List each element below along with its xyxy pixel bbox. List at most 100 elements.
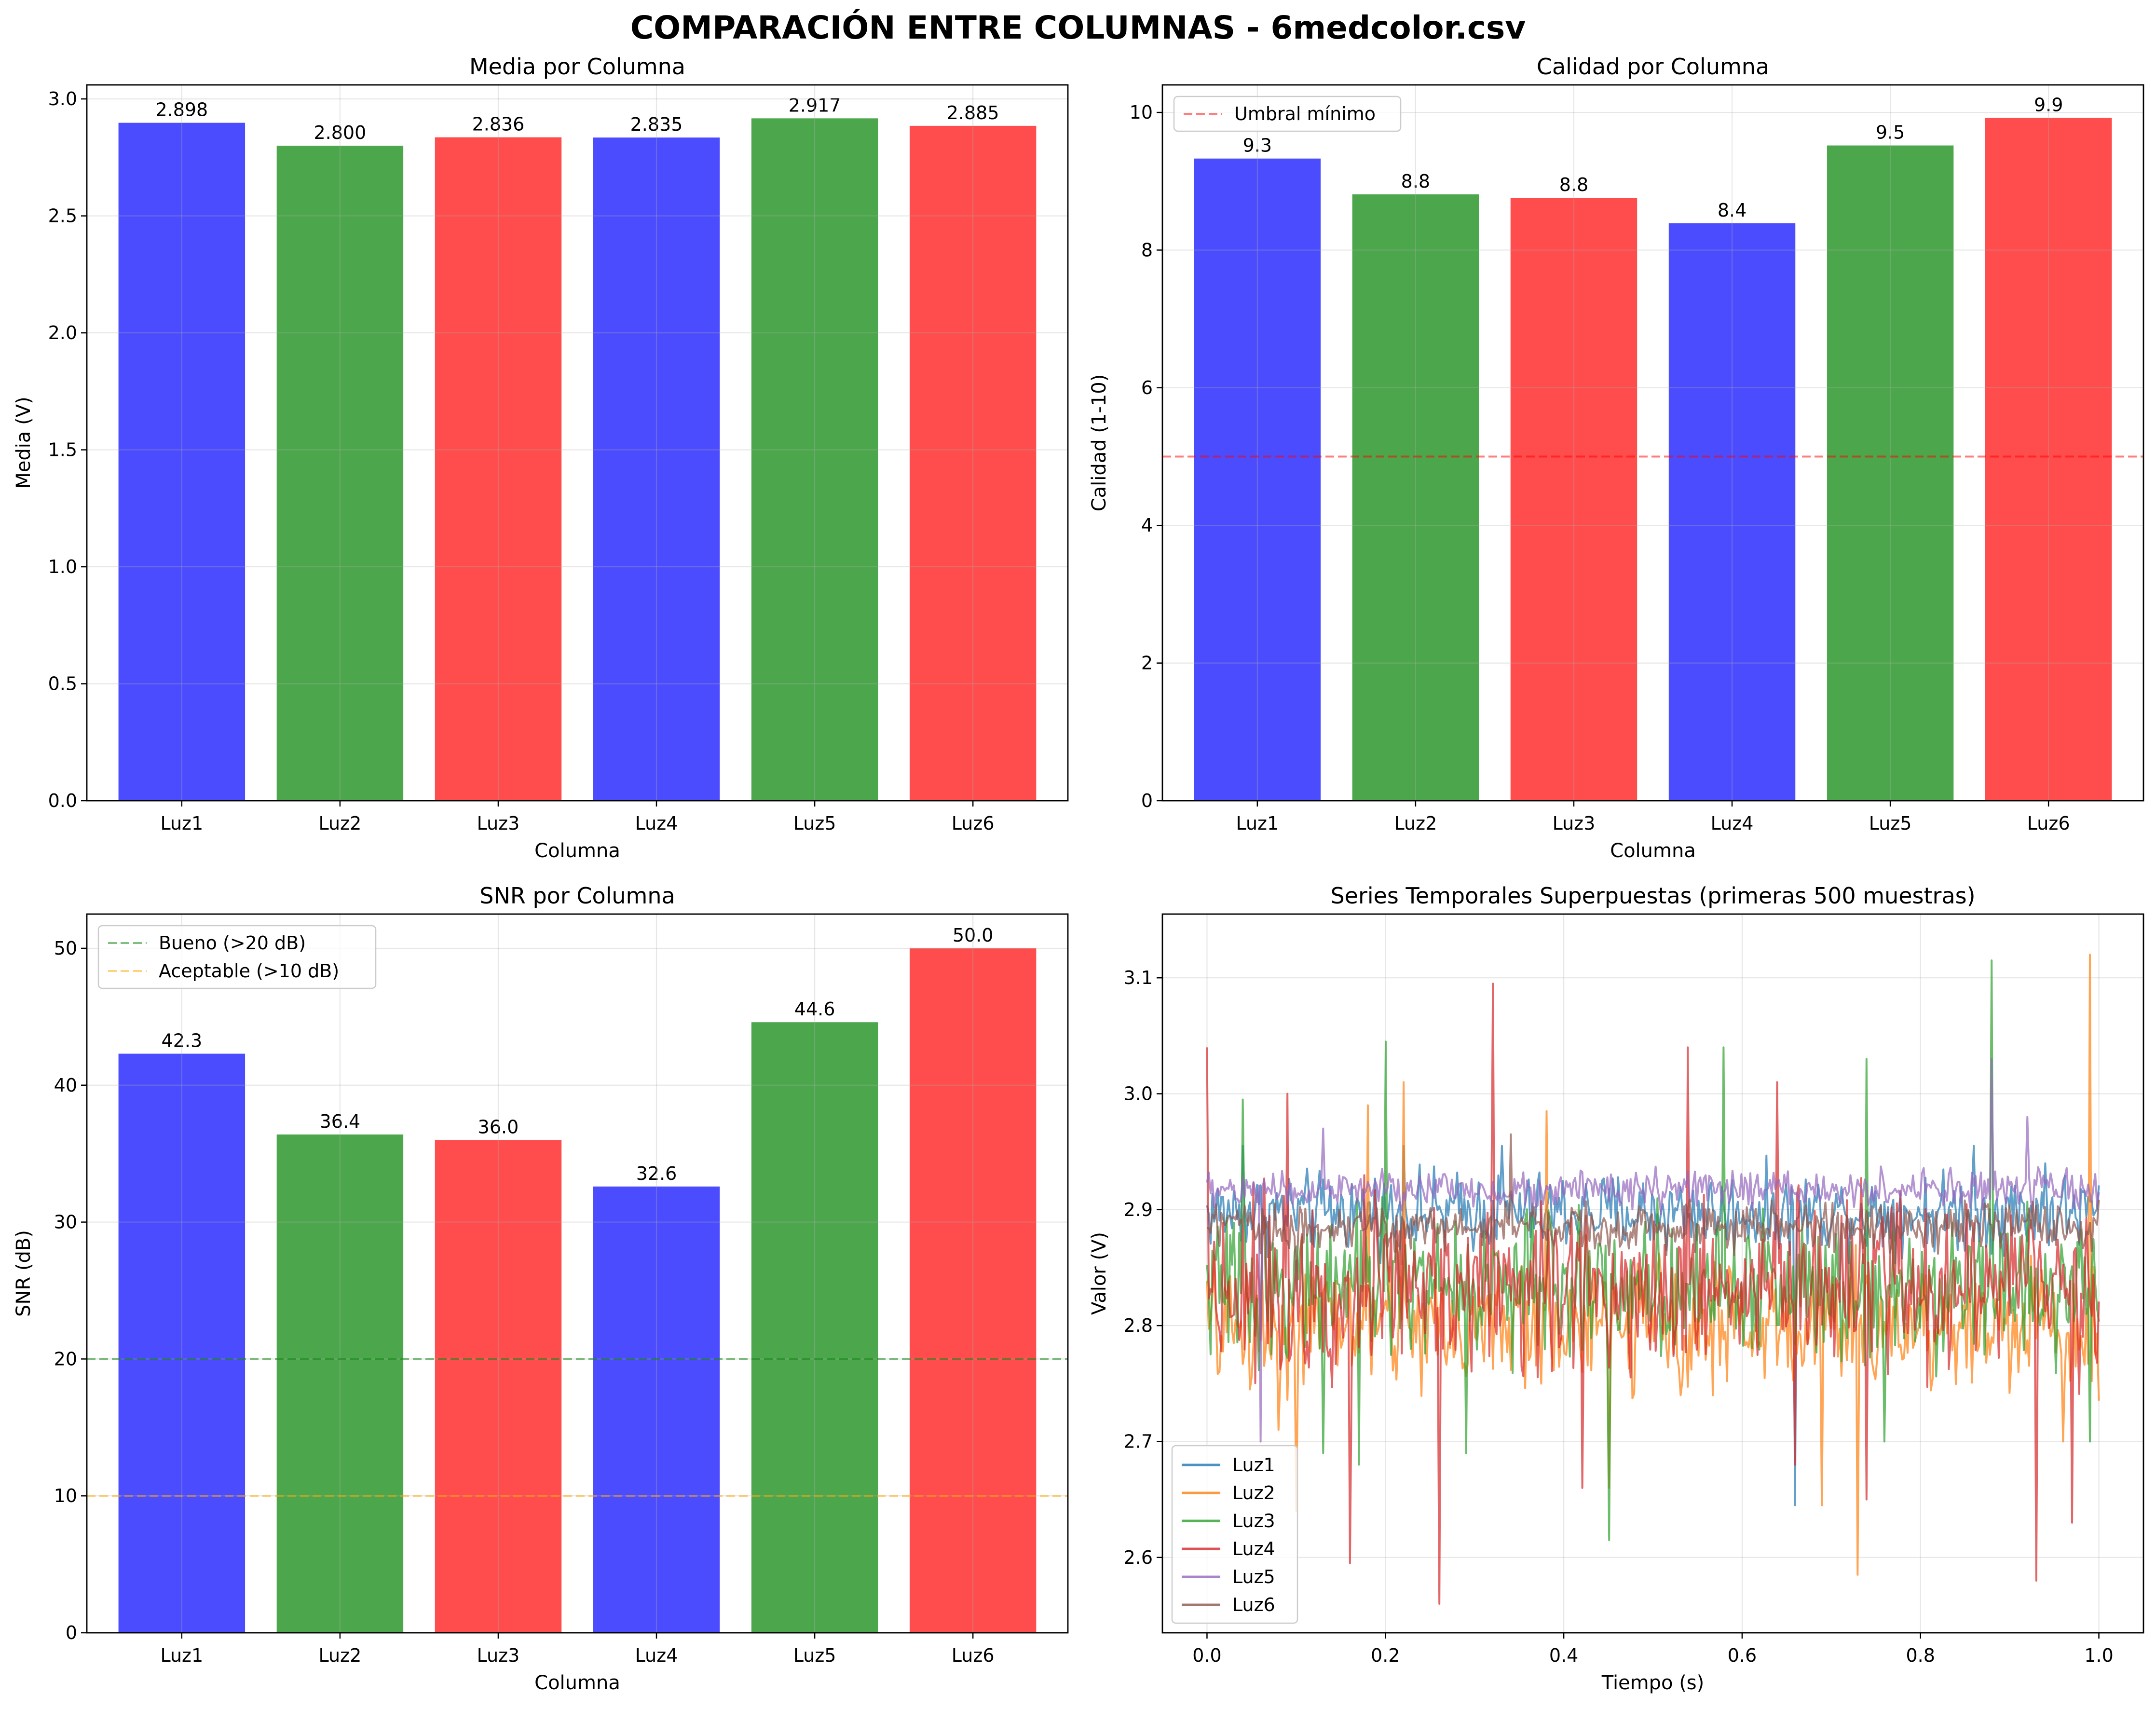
y-tick-label: 1.5 [48, 439, 77, 461]
y-tick-label: 0 [66, 1622, 77, 1643]
bar-Luz2 [276, 146, 404, 801]
legend: Luz1 Luz2 Luz3 Luz4 Luz5 Luz6 [1171, 1445, 1298, 1624]
legend-frame [97, 925, 377, 989]
chart-title: SNR por Columna [479, 883, 675, 909]
y-tick-label: 0 [1141, 790, 1153, 811]
chart-4: Series Temporales Superpuestas (primeras… [1088, 883, 2144, 1694]
y-tick-label: 2.7 [1124, 1431, 1153, 1452]
bar-Luz2 [1352, 194, 1479, 801]
x-tick-label: Luz4 [635, 1645, 678, 1666]
bar-Luz1 [118, 1053, 246, 1633]
bar-Luz3 [435, 137, 562, 801]
y-tick-label: 3.1 [1124, 967, 1153, 988]
y-tick-label: 3.0 [1124, 1083, 1153, 1105]
bar-Luz1 [118, 123, 246, 801]
bar-Luz5 [751, 1022, 878, 1633]
y-tick-label: 10 [54, 1485, 77, 1506]
bar-value-label: 2.836 [472, 114, 525, 135]
y-tick-label: 0.0 [48, 790, 77, 811]
x-tick-label: Luz5 [793, 813, 836, 834]
bar-value-label: 2.885 [947, 102, 999, 123]
x-tick-label: Luz3 [477, 1645, 520, 1666]
x-tick-label: 1.0 [2084, 1645, 2113, 1666]
bar-Luz1 [1194, 158, 1321, 801]
chart-title: Media por Columna [469, 54, 685, 80]
figure-title: COMPARACIÓN ENTRE COLUMNAS - 6medcolor.c… [630, 9, 1526, 46]
y-tick-label: 8 [1141, 239, 1153, 260]
x-tick-label: Luz3 [1553, 813, 1596, 834]
y-tick-label: 30 [54, 1212, 77, 1233]
legend-label: Luz3 [1232, 1510, 1275, 1531]
x-tick-label: Luz1 [1236, 813, 1279, 834]
y-tick-label: 2.9 [1124, 1199, 1153, 1220]
y-tick-label: 2.0 [48, 322, 77, 343]
bar-value-label: 44.6 [794, 998, 835, 1020]
y-axis-label: Valor (V) [1088, 1232, 1110, 1315]
legend-label: Luz5 [1232, 1566, 1275, 1587]
x-tick-label: Luz4 [635, 813, 678, 834]
x-tick-label: Luz6 [952, 813, 995, 834]
legend: Bueno (>20 dB) Aceptable (>10 dB) [97, 925, 377, 989]
series-line-Luz1 [1206, 1145, 2100, 1506]
bar-Luz4 [593, 1186, 720, 1633]
x-tick-label: Luz1 [160, 1645, 203, 1666]
bar-value-label: 32.6 [636, 1163, 677, 1184]
chart-1: Media por Columna 2.898 2.800 2.836 2.835 2.9… [13, 54, 1069, 862]
series-line-Luz6 [1207, 1133, 2100, 1292]
legend-label: Aceptable (>10 dB) [159, 960, 339, 982]
legend-frame [1171, 1445, 1298, 1624]
x-axis-label: Tiempo (s) [1601, 1672, 1705, 1694]
y-axis-label: Media (V) [13, 396, 35, 489]
y-axis-label: SNR (dB) [13, 1230, 35, 1317]
bar-value-label: 9.3 [1243, 135, 1272, 156]
axes-frame [1161, 84, 2144, 802]
bar-value-label: 50.0 [953, 925, 994, 946]
bar-value-label: 9.9 [2034, 94, 2063, 115]
x-axis-label: Columna [1610, 840, 1696, 862]
series-line-Luz5 [1206, 1058, 2100, 1443]
x-tick-label: Luz5 [1869, 813, 1912, 834]
chart-title: Series Temporales Superpuestas (primeras… [1330, 883, 1975, 909]
x-tick-label: Luz3 [477, 813, 520, 834]
x-tick-label: 0.0 [1192, 1645, 1221, 1666]
bar-Luz5 [751, 118, 878, 801]
axes-frame [86, 84, 1069, 802]
bar-Luz4 [593, 137, 720, 801]
x-tick-label: Luz2 [1394, 813, 1437, 834]
y-tick-label: 50 [54, 938, 77, 959]
series-line-Luz4 [1206, 983, 2100, 1605]
y-tick-label: 6 [1141, 377, 1153, 398]
y-tick-label: 2 [1141, 653, 1153, 674]
chart-title: Calidad por Columna [1537, 54, 1769, 80]
legend-label: Luz1 [1232, 1454, 1275, 1476]
legend-label: Luz2 [1232, 1482, 1275, 1504]
bar-value-label: 36.0 [478, 1116, 519, 1137]
bar-Luz3 [1510, 198, 1637, 801]
y-tick-label: 1.0 [48, 556, 77, 577]
legend: Umbral mínimo [1173, 96, 1402, 132]
chart-3: SNR por Columna 42.3 36.4 36.0 32.6 44.6 50.0 0… [13, 883, 1069, 1694]
bar-Luz2 [276, 1134, 404, 1633]
axes-frame [1161, 913, 2144, 1634]
bar-value-label: 36.4 [320, 1111, 361, 1132]
x-tick-label: Luz2 [319, 813, 362, 834]
bar-value-label: 8.4 [1718, 200, 1747, 221]
bar-value-label: 2.835 [630, 114, 683, 135]
x-tick-label: Luz6 [2027, 813, 2070, 834]
bar-value-label: 42.3 [162, 1030, 203, 1051]
bar-value-label: 8.8 [1559, 174, 1588, 195]
y-axis-label: Calidad (1-10) [1088, 374, 1110, 512]
x-tick-label: 0.6 [1728, 1645, 1757, 1666]
bar-Luz6 [1985, 118, 2112, 801]
x-tick-label: Luz5 [793, 1645, 836, 1666]
x-tick-label: Luz6 [952, 1645, 995, 1666]
bar-value-label: 9.5 [1876, 122, 1905, 143]
x-tick-label: Luz1 [160, 813, 203, 834]
y-tick-label: 2.5 [48, 205, 77, 227]
y-tick-label: 2.6 [1124, 1547, 1153, 1568]
legend-label: Umbral mínimo [1234, 103, 1376, 124]
x-tick-label: 0.8 [1906, 1645, 1935, 1666]
y-tick-label: 4 [1141, 515, 1153, 536]
bar-Luz4 [1668, 223, 1796, 801]
series-line-Luz3 [1206, 959, 2100, 1541]
